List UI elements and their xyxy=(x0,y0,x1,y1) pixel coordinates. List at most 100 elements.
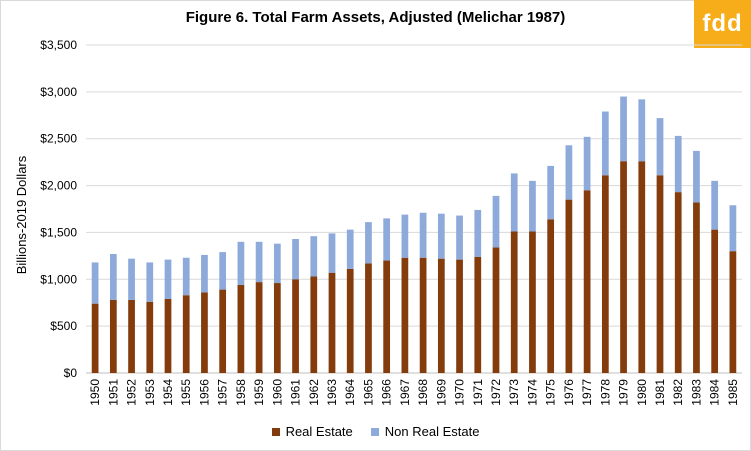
bar-real-estate xyxy=(529,231,536,373)
bar-real-estate xyxy=(201,292,208,373)
bar-non-real-estate xyxy=(273,243,281,284)
x-tick-label: 1958 xyxy=(234,379,248,406)
legend-item-non-real-estate: Non Real Estate xyxy=(370,424,480,439)
bar-non-real-estate xyxy=(310,236,318,277)
y-tick-label: $1,000 xyxy=(40,272,77,286)
x-tick-label: 1961 xyxy=(289,379,303,406)
bar-non-real-estate xyxy=(219,252,227,290)
bar-real-estate xyxy=(310,276,318,373)
x-axis-ticks: 1950 1951 1952 1953 1954 1955 1956 1957 1958 1959… xyxy=(88,379,740,406)
bar-real-estate xyxy=(401,257,409,373)
legend-label-real-estate: Real Estate xyxy=(285,424,353,439)
bar-real-estate xyxy=(583,190,591,373)
bars xyxy=(91,96,737,373)
bar-real-estate xyxy=(219,289,227,373)
bar-non-real-estate xyxy=(383,218,391,261)
bar-non-real-estate xyxy=(437,213,445,259)
bar-real-estate xyxy=(711,229,719,373)
bar-real-estate xyxy=(273,283,281,373)
bar-real-estate xyxy=(565,199,573,373)
x-tick-label: 1973 xyxy=(507,379,521,406)
bar-non-real-estate xyxy=(656,118,664,176)
bar-non-real-estate xyxy=(365,222,372,264)
x-tick-label: 1975 xyxy=(544,379,558,406)
y-axis-label: Billions-2019 Dollars xyxy=(14,155,29,274)
x-tick-label: 1960 xyxy=(270,379,284,406)
bar-real-estate xyxy=(365,263,372,373)
x-tick-label: 1955 xyxy=(179,379,193,406)
bar-real-estate xyxy=(383,260,391,373)
bar-non-real-estate xyxy=(492,195,500,248)
x-tick-label: 1977 xyxy=(580,379,594,406)
bar-real-estate xyxy=(91,303,99,373)
bar-real-estate xyxy=(164,298,172,373)
x-tick-label: 1979 xyxy=(617,379,631,406)
bar-real-estate xyxy=(419,257,427,373)
bar-non-real-estate xyxy=(529,180,536,232)
bar-non-real-estate xyxy=(620,96,627,162)
x-tick-label: 1984 xyxy=(708,379,722,406)
x-tick-label: 1980 xyxy=(635,379,649,406)
bar-real-estate xyxy=(674,192,682,373)
x-tick-label: 1983 xyxy=(689,379,703,406)
bar-real-estate xyxy=(292,279,299,373)
bar-real-estate xyxy=(601,175,609,373)
x-tick-label: 1981 xyxy=(653,379,667,406)
y-tick-label: $2,000 xyxy=(40,179,77,193)
bar-real-estate xyxy=(346,268,354,373)
x-tick-label: 1966 xyxy=(380,379,394,406)
gridlines xyxy=(86,44,742,374)
bar-non-real-estate xyxy=(255,241,263,283)
x-tick-label: 1970 xyxy=(453,379,467,406)
bar-non-real-estate xyxy=(583,136,591,191)
bar-real-estate xyxy=(729,251,737,373)
y-tick-label: $500 xyxy=(50,319,77,333)
y-tick-label: $3,500 xyxy=(40,38,77,52)
x-tick-label: 1969 xyxy=(434,379,448,406)
bar-real-estate xyxy=(656,175,664,373)
bar-real-estate xyxy=(182,295,190,373)
bar-non-real-estate xyxy=(292,238,299,280)
x-tick-label: 1972 xyxy=(489,379,503,406)
bar-real-estate xyxy=(474,256,482,373)
x-tick-label: 1951 xyxy=(106,379,120,406)
x-tick-label: 1959 xyxy=(252,379,266,406)
x-tick-label: 1978 xyxy=(598,379,612,406)
bar-real-estate xyxy=(510,231,518,373)
bar-non-real-estate xyxy=(91,262,99,304)
x-tick-label: 1976 xyxy=(562,379,576,406)
bar-real-estate xyxy=(547,219,555,373)
bar-non-real-estate xyxy=(456,215,463,260)
x-tick-label: 1957 xyxy=(216,379,230,406)
bar-real-estate xyxy=(492,247,500,373)
bar-non-real-estate xyxy=(346,229,354,269)
x-tick-label: 1964 xyxy=(343,379,357,406)
bar-non-real-estate xyxy=(146,262,154,302)
x-tick-label: 1956 xyxy=(197,379,211,406)
bar-non-real-estate xyxy=(109,253,117,300)
bar-non-real-estate xyxy=(237,241,245,285)
bar-non-real-estate xyxy=(164,259,172,299)
x-tick-label: 1952 xyxy=(125,379,139,406)
y-tick-label: $3,000 xyxy=(40,85,77,99)
bar-non-real-estate xyxy=(711,180,719,230)
bar-non-real-estate xyxy=(565,145,573,200)
bar-non-real-estate xyxy=(729,205,737,252)
bar-real-estate xyxy=(128,299,135,373)
x-tick-label: 1954 xyxy=(161,379,175,406)
bar-non-real-estate xyxy=(638,99,646,162)
bar-real-estate xyxy=(456,259,463,373)
bar-real-estate xyxy=(237,284,245,373)
x-tick-label: 1968 xyxy=(416,379,430,406)
bar-non-real-estate xyxy=(128,258,135,300)
bar-non-real-estate xyxy=(182,257,190,296)
y-tick-label: $0 xyxy=(64,366,78,380)
y-axis-ticks: $0 $500 $1,000 $1,500 $2,000 $2,500 $3,000 $3,5… xyxy=(40,38,77,380)
bar-real-estate xyxy=(693,202,700,373)
fdd-logo: fdd xyxy=(694,0,751,48)
legend-label-non-real-estate: Non Real Estate xyxy=(384,424,480,439)
chart-title: Figure 6. Total Farm Assets, Adjusted (M… xyxy=(185,9,566,26)
x-tick-label: 1965 xyxy=(361,379,375,406)
legend-swatch-real-estate xyxy=(271,427,280,436)
